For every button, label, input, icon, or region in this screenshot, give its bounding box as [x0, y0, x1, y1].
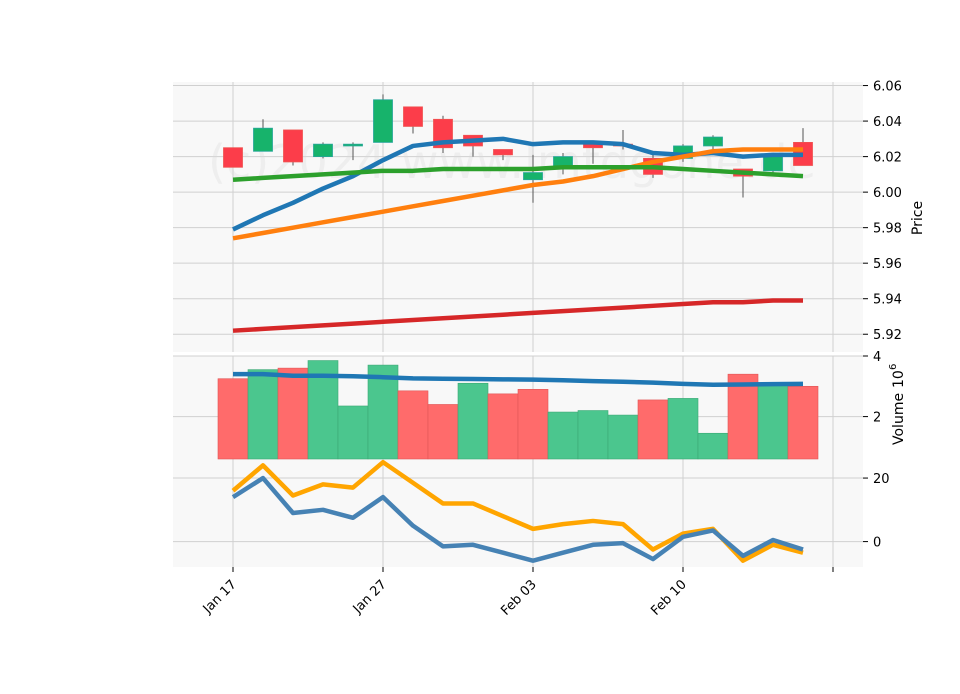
x-tick-label: Feb 10	[648, 577, 690, 619]
volume-bar-up	[667, 398, 699, 460]
volume-axis-exponent-power: 6	[888, 364, 899, 370]
volume-tick-label: 2	[873, 411, 881, 426]
x-tick-label: Jan 17	[200, 577, 240, 617]
volume-panel	[217, 360, 819, 460]
volume-bar-down	[517, 389, 549, 460]
price-tick-label: 6.06	[873, 80, 902, 95]
price-panel-background	[173, 82, 863, 352]
price-panel	[223, 94, 813, 333]
price-tick-label: 6.00	[873, 186, 902, 201]
volume-bar-down	[427, 404, 459, 460]
volume-bar-down	[637, 399, 669, 460]
volume-bar-up	[697, 432, 729, 460]
price-axis-label: Price	[910, 201, 926, 235]
volume-bar-up	[367, 364, 399, 460]
candle-body-up	[343, 143, 363, 147]
x-tick-label: Jan 27	[350, 577, 390, 617]
volume-bar-up	[577, 410, 609, 460]
indicator-line-2	[231, 475, 804, 563]
indicator-tick-label: 20	[873, 472, 890, 487]
candle-body-up	[703, 136, 723, 147]
volume-bar-up	[457, 382, 489, 460]
volume-axis-label-group: Volume 10 6	[888, 364, 907, 445]
volume-axis-label: Volume	[891, 393, 907, 445]
candle-body-up	[313, 143, 333, 158]
price-tick-label: 5.92	[873, 328, 902, 343]
candle-body-down	[223, 147, 243, 168]
x-tick-label: Feb 03	[498, 577, 540, 619]
volume-bar-up	[607, 414, 639, 460]
moving-average-line-4	[232, 298, 803, 333]
indicator-panel	[231, 459, 804, 563]
candle-body-up	[373, 99, 393, 143]
volume-bar-down	[487, 393, 519, 460]
volume-average-line	[233, 371, 804, 388]
price-tick-label: 5.96	[873, 257, 902, 272]
candle-body-down	[403, 106, 423, 127]
moving-average-line-2	[232, 147, 803, 241]
candle-body-up	[763, 156, 783, 172]
volume-axis-exponent-base: 10	[891, 370, 907, 388]
volume-bar-down	[277, 367, 309, 460]
moving-average-line-3	[232, 165, 804, 182]
candle-body-up	[523, 172, 543, 181]
price-tick-label: 5.94	[873, 293, 902, 308]
price-tick-label: 6.04	[873, 115, 902, 130]
volume-bar-down	[727, 373, 759, 460]
volume-bar-up	[757, 384, 789, 460]
indicator-panel-background	[173, 459, 863, 567]
candle-body-down	[493, 149, 513, 156]
volume-bar-up	[547, 411, 579, 460]
indicator-tick-label: 0	[873, 536, 881, 551]
price-tick-label: 5.98	[873, 222, 902, 237]
volume-bar-up	[247, 369, 279, 460]
price-tick-label: 6.02	[873, 151, 902, 166]
volume-bar-up	[337, 405, 369, 460]
volume-tick-label: 4	[873, 350, 881, 365]
volume-bar-down	[787, 385, 819, 460]
candle-body-down	[283, 129, 303, 163]
volume-bar-down	[217, 378, 249, 460]
volume-bar-down	[397, 390, 429, 460]
candle-body-up	[253, 127, 273, 152]
